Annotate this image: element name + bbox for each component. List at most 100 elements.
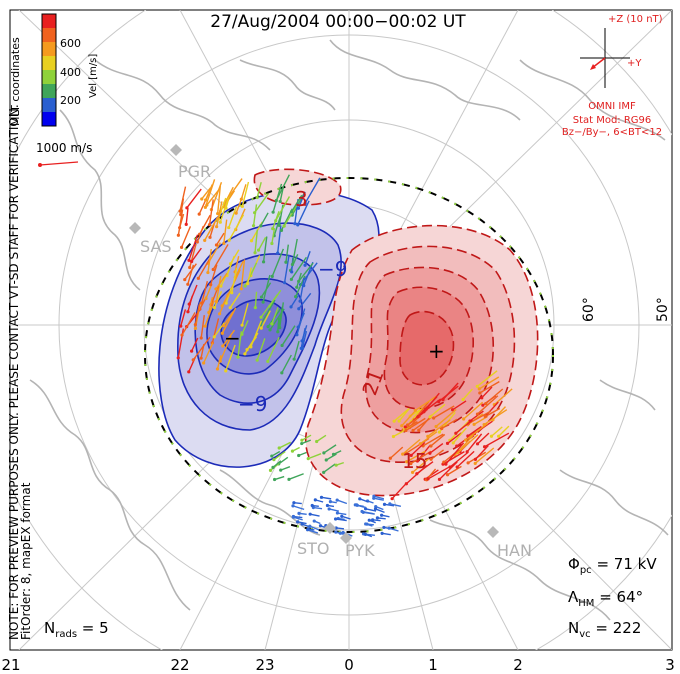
velocity-vector (361, 510, 373, 515)
velocity-vector (298, 262, 314, 282)
velocity-vector (410, 441, 426, 456)
vector-origin (373, 507, 378, 511)
velocity-vector (293, 340, 300, 360)
vector-origin (308, 512, 312, 516)
vector-origin (293, 222, 297, 226)
velocity-vector (401, 408, 418, 427)
velocity-vector (405, 417, 426, 432)
vector-origin (466, 461, 470, 465)
vector-origin (334, 530, 338, 534)
velocity-vector (211, 318, 220, 344)
vector-origin (375, 516, 380, 520)
vector-origin (253, 305, 257, 310)
vector-origin (363, 532, 368, 536)
vector-origin (401, 452, 405, 456)
mlt-tick-22: 22 (170, 656, 189, 674)
vector-origin (360, 509, 364, 514)
velocity-vector (412, 458, 430, 473)
vector-origin (491, 418, 495, 422)
vector-origin (455, 465, 459, 469)
vector-origin (200, 197, 204, 201)
velocity-vector (192, 336, 211, 361)
vector-origin (215, 367, 220, 371)
vector-origin (483, 414, 487, 419)
velocity-vector (449, 451, 469, 468)
vector-origin (300, 441, 304, 446)
vector-origin (209, 283, 213, 287)
vector-origin (178, 209, 182, 213)
colorbar-unit-label: Vel [m/s] (88, 54, 99, 98)
velocity-vector (447, 465, 462, 476)
velocity-vector (273, 216, 282, 236)
velocity-vector (425, 392, 440, 410)
mlt-tick-21: 21 (1, 656, 20, 674)
vector-origin (313, 498, 317, 502)
vector-origin (363, 507, 368, 511)
vector-origin (297, 279, 301, 283)
vector-origin (261, 260, 266, 264)
vector-origin (202, 361, 206, 365)
station-markers (129, 144, 499, 544)
vector-origin (228, 306, 232, 310)
note-line-2: FitOrder: 8, mapEX format (19, 482, 33, 640)
velocity-vector (204, 179, 216, 208)
vector-origin (261, 300, 265, 304)
vector-origin (324, 458, 328, 462)
velocity-vector (441, 418, 458, 430)
colorbar-segment (42, 28, 56, 43)
velocity-vector (219, 196, 230, 223)
station-label-pyk: PYK (345, 541, 375, 560)
station-marker-sto (324, 522, 336, 534)
velocity-vector (429, 403, 446, 418)
vector-origin (207, 223, 212, 227)
vector-origin (259, 315, 263, 319)
vector-origin (278, 326, 282, 330)
velocity-vector (290, 194, 303, 213)
vector-origin (451, 441, 455, 445)
contour-label-neg-center: − (224, 326, 241, 350)
velocity-vector (427, 466, 450, 480)
vector-origin (473, 457, 478, 461)
station-marker-pyk (340, 532, 352, 544)
contour-label-neg-outer: 3 (295, 187, 308, 211)
vector-origin (268, 328, 272, 332)
velocity-vector (223, 219, 228, 244)
velocity-vector (190, 337, 199, 352)
velocity-vector (208, 199, 214, 225)
vector-origin (270, 322, 274, 326)
velocity-vector (223, 311, 234, 327)
velocity-vector (373, 497, 384, 501)
velocity-vector (229, 292, 241, 309)
vector-origin (236, 355, 240, 359)
vector-origin (246, 282, 250, 286)
vector-origin (335, 511, 340, 515)
colorbar-tick-400: 400 (60, 66, 81, 79)
vector-origin (176, 356, 180, 360)
velocity-vector (275, 196, 291, 222)
vector-origin (271, 465, 275, 469)
vector-origin (331, 452, 336, 456)
vector-origin (289, 305, 293, 309)
vector-origin (484, 402, 488, 406)
vector-origin (197, 212, 201, 216)
velocity-vector (402, 438, 421, 455)
velocity-vector (301, 330, 308, 349)
vector-origin (417, 428, 421, 432)
vector-origin (200, 301, 204, 305)
vector-origin (358, 497, 362, 501)
velocity-vector (438, 461, 458, 480)
velocity-vector (279, 186, 285, 202)
velocity-vector (178, 213, 185, 228)
vector-origin (437, 477, 442, 482)
vector-origin (195, 240, 199, 244)
vector-origin (481, 403, 485, 407)
velocity-vector (201, 281, 209, 304)
velocity-vector (210, 264, 218, 285)
vector-origin (259, 295, 264, 299)
vector-origin (319, 495, 324, 499)
imf-y-label: +Y (627, 58, 642, 69)
velocity-vector (271, 248, 285, 277)
velocity-vector (447, 432, 462, 444)
velocity-vector (304, 251, 311, 266)
velocity-vector (301, 434, 312, 441)
